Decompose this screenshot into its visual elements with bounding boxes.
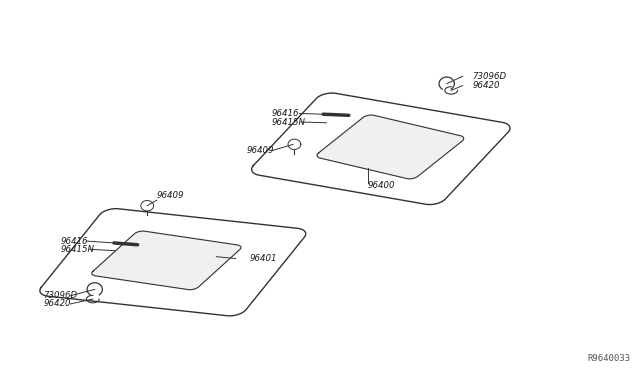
Text: 96409: 96409 xyxy=(157,191,184,200)
Text: 96420: 96420 xyxy=(44,299,71,308)
Text: 96401: 96401 xyxy=(250,254,277,263)
Polygon shape xyxy=(252,93,510,205)
Text: 96400: 96400 xyxy=(368,182,396,190)
Text: R9640033: R9640033 xyxy=(588,354,630,363)
Text: 96415N: 96415N xyxy=(272,118,306,126)
Text: 96416: 96416 xyxy=(61,237,88,246)
Text: 96416: 96416 xyxy=(272,109,300,118)
Text: 73096D: 73096D xyxy=(44,291,77,300)
Polygon shape xyxy=(317,115,464,179)
Polygon shape xyxy=(40,209,306,316)
Text: 96415N: 96415N xyxy=(61,245,95,254)
Text: 96409: 96409 xyxy=(246,146,274,155)
Text: 96420: 96420 xyxy=(472,81,500,90)
Polygon shape xyxy=(92,231,241,290)
Text: 73096D: 73096D xyxy=(472,72,506,81)
